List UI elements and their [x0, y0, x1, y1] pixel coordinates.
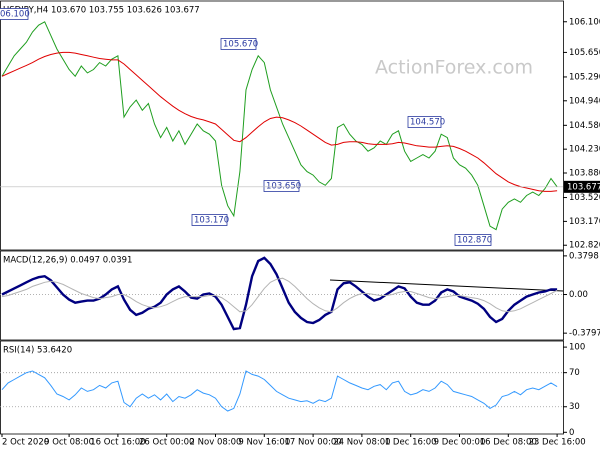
- annotation-label: 103.650: [266, 182, 301, 192]
- x-tick-label: 2 Nov 08:00: [190, 438, 242, 448]
- y-tick-label: 104.230: [569, 145, 600, 155]
- annotation-label: 104.570: [410, 118, 445, 128]
- annotation-box: [454, 234, 492, 246]
- y-tick-label: 103.520: [569, 193, 600, 203]
- y-tick-label: 100: [569, 343, 585, 353]
- annotation-box: [407, 116, 442, 128]
- series-line: [1, 370, 558, 412]
- x-tick-label: 9 Nov 16:00: [238, 438, 290, 448]
- y-tick-label: 102.820: [569, 241, 600, 251]
- y-tick-label: 103.880: [569, 169, 600, 179]
- annotation-box: [191, 214, 228, 226]
- panel-frame: [0, 0, 564, 251]
- annotation-label: 105.670: [223, 40, 258, 50]
- x-tick-label: 9 Oct 08:00: [44, 438, 94, 448]
- x-tick-label: 16 Dec 08:00: [480, 438, 537, 448]
- annotation-box: [220, 38, 257, 50]
- y-tick-label: 70: [569, 368, 580, 378]
- x-tick-label: 1 Dec 16:00: [385, 438, 437, 448]
- y-tick-label: 104.940: [569, 96, 600, 106]
- annotation-box: [263, 180, 300, 192]
- x-tick-label: 24 Nov 08:00: [333, 438, 390, 448]
- panel-title: MACD(12,26,9) 0.0497 0.0391: [3, 256, 132, 266]
- x-tick-label: 26 Oct 00:00: [139, 438, 194, 448]
- annotation-box: [0, 8, 29, 20]
- x-tick-label: 9 Dec 00:00: [434, 438, 486, 448]
- y-tick-label: 0: [569, 428, 574, 438]
- annotation-label: 103.170: [194, 216, 229, 226]
- x-tick-label: 16 Oct 16:00: [90, 438, 145, 448]
- y-tick-label: 106.100: [569, 17, 600, 27]
- y-tick-label: 0.00: [569, 290, 588, 300]
- series-line: [1, 277, 558, 313]
- watermark: ActionForex.com: [375, 57, 533, 79]
- x-tick-label: 2 Oct 2020: [2, 438, 49, 448]
- y-tick-label: 0.3798: [569, 251, 599, 261]
- y-tick-label: 30: [569, 402, 580, 412]
- y-tick-label: -0.3797: [569, 329, 600, 339]
- panel-frame: [0, 340, 564, 435]
- last-price-box: [564, 180, 600, 193]
- y-tick-label: 103.170: [569, 217, 600, 227]
- trendline: [329, 279, 564, 292]
- y-tick-label: 105.650: [569, 48, 600, 58]
- series-line: [1, 51, 558, 192]
- annotation-label: 06.100: [0, 10, 30, 20]
- panel-frame: [0, 250, 564, 341]
- x-tick-label: 23 Dec 16:00: [529, 438, 586, 448]
- y-tick-label: 104.580: [569, 121, 600, 131]
- series-line: [1, 21, 558, 231]
- y-tick-label: 105.290: [569, 72, 600, 82]
- annotation-label: 102.870: [457, 236, 492, 246]
- panel-title: RSI(14) 53.6420: [3, 346, 72, 356]
- last-price-label: 103.677: [567, 182, 600, 192]
- series-line: [1, 256, 558, 331]
- panel-title: USDJPY,H4 103.670 103.755 103.626 103.67…: [3, 6, 200, 16]
- x-tick-label: 17 Nov 00:00: [284, 438, 341, 448]
